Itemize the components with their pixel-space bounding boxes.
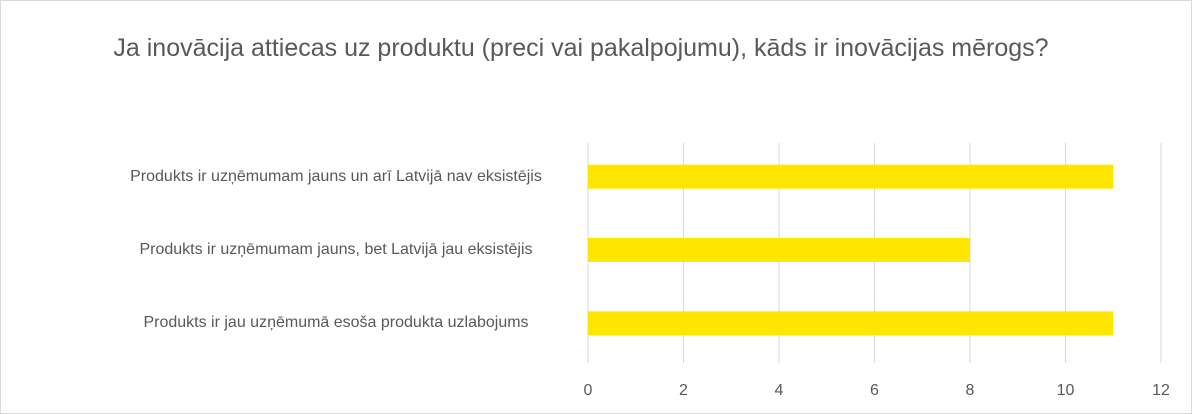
y-tick-label: Produkts ir jau uzņēmumā esoša produkta …: [143, 314, 529, 332]
bar: [588, 311, 1114, 336]
chart-title: Ja inovācija attiecas uz produktu (preci…: [113, 34, 1049, 62]
x-tick-label: 0: [584, 382, 593, 399]
x-tick-label: 4: [775, 382, 784, 399]
x-tick-label: 12: [1152, 382, 1170, 399]
bar: [588, 164, 1114, 189]
x-tick-label: 2: [679, 382, 688, 399]
x-tick-label: 6: [870, 382, 879, 399]
x-tick-label: 8: [966, 382, 975, 399]
y-tick-label: Produkts ir uzņēmumam jauns, bet Latvijā…: [139, 241, 533, 258]
x-tick-label: 10: [1057, 382, 1075, 399]
y-tick-label: Produkts ir uzņēmumam jauns un arī Latvi…: [130, 167, 542, 185]
bar: [588, 238, 970, 262]
